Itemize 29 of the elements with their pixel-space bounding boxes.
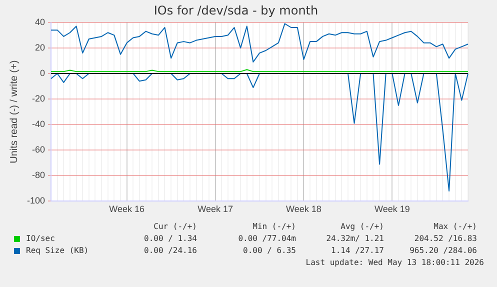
text: 965.20 /284.06 <box>410 246 477 256</box>
text: 0.00 / 6.35 <box>243 246 296 256</box>
text: 0.00 /77.04m <box>238 234 296 244</box>
y-tick-label: -20 <box>32 94 46 104</box>
x-tick-label: Week 19 <box>374 204 410 214</box>
x-tick-label: Week 18 <box>286 204 322 214</box>
chart-title: IOs for /dev/sda - by month <box>154 3 318 18</box>
y-tick-label: -100 <box>27 196 46 206</box>
x-tick-label: Week 17 <box>198 204 233 214</box>
y-axis-title: Units read (-) / write (+) <box>8 60 20 164</box>
text: Min (-/+) <box>252 222 296 232</box>
y-tick-label: 0 <box>40 68 46 78</box>
text: Avg (-/+) <box>340 222 384 232</box>
y-tick-label: 20 <box>35 42 46 52</box>
y-tick-label: -60 <box>32 144 46 155</box>
y-tick-label: -40 <box>32 119 46 130</box>
text: Cur (-/+) <box>154 222 197 232</box>
text: 1.14 /27.17 <box>331 246 384 256</box>
text: Max (-/+) <box>434 222 477 232</box>
legend-label: IO/sec <box>26 234 55 244</box>
y-tick-label: -80 <box>32 170 46 180</box>
y-tick-label: 40 <box>35 16 46 27</box>
text: 0.00 / 1.34 <box>144 234 197 244</box>
text: 24.32m/ 1.21 <box>326 234 384 244</box>
x-tick-label: Week 16 <box>109 204 145 214</box>
text: Last update: Wed May 13 18:00:11 2026 <box>306 258 484 268</box>
text: 204.52 /16.83 <box>414 234 477 244</box>
legend-label: Req Size (KB) <box>26 246 89 256</box>
text: 0.00 /24.16 <box>144 246 197 256</box>
